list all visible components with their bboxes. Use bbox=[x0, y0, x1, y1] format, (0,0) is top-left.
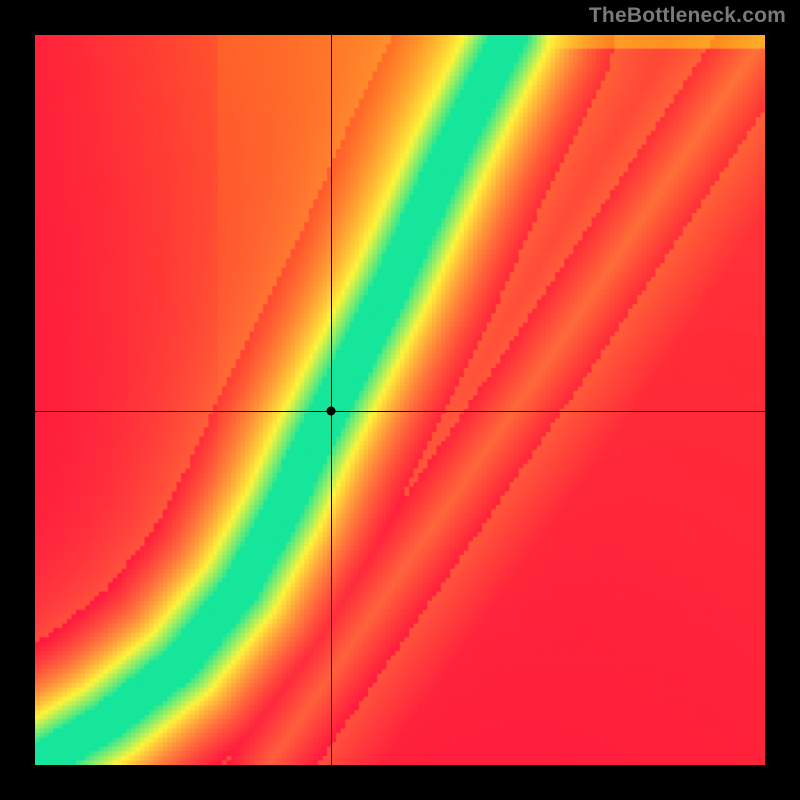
crosshair-vertical bbox=[331, 35, 332, 765]
watermark-text: TheBottleneck.com bbox=[589, 4, 786, 28]
heatmap-plot bbox=[35, 35, 765, 765]
crosshair-point bbox=[326, 406, 335, 415]
crosshair-horizontal bbox=[35, 411, 765, 412]
figure-container: TheBottleneck.com bbox=[0, 0, 800, 800]
